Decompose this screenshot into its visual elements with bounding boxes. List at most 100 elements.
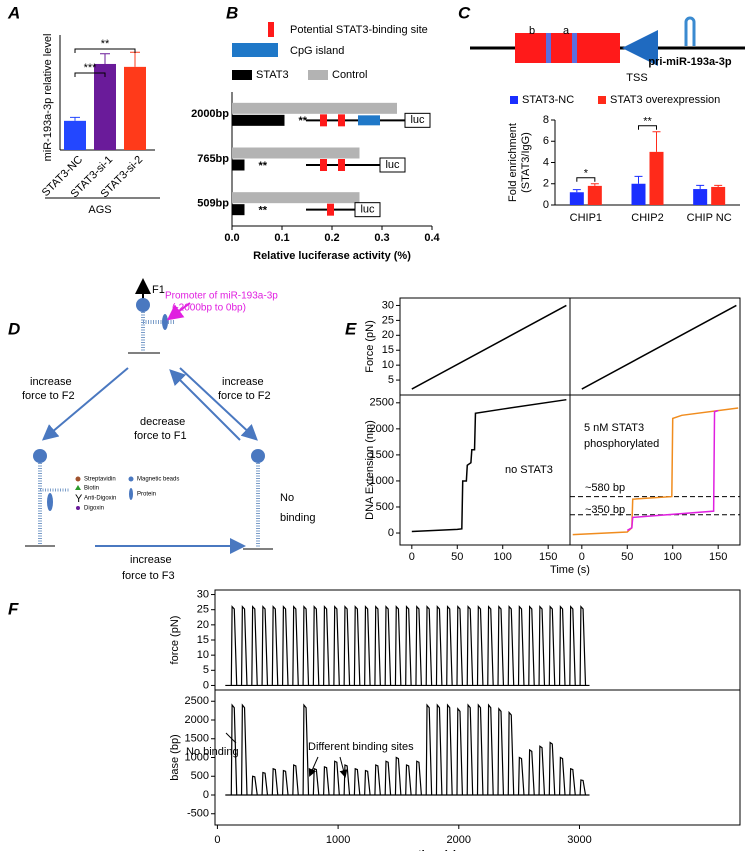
y-tick-label: 2	[543, 178, 549, 190]
error-bar	[652, 131, 661, 152]
pulse	[558, 756, 566, 796]
x-tick-label: 1000	[326, 834, 350, 846]
reporter-label: luc	[360, 204, 375, 216]
y-axis-label: Fold enrichment	[507, 123, 519, 202]
y-tick-label: 30	[197, 588, 209, 600]
pulse	[538, 745, 546, 796]
legend-label: Control	[332, 69, 367, 81]
annotation: 5 nM STAT3	[584, 422, 644, 434]
legend-label: STAT3-NC	[522, 94, 574, 106]
bar	[232, 204, 245, 216]
pulse	[261, 771, 269, 796]
bar	[64, 120, 86, 150]
arrow	[169, 369, 241, 441]
x-tick-label: 3000	[567, 834, 591, 846]
bar	[124, 66, 146, 150]
icon	[128, 476, 134, 482]
y-tick-label: 2500	[185, 695, 209, 707]
icon	[75, 476, 81, 482]
pulse	[312, 767, 320, 796]
y-tick-label: 2000	[185, 714, 209, 726]
annotation: ~350 bp	[585, 504, 625, 516]
x-tick-label: CHIP NC	[687, 212, 732, 224]
annotation: Different binding sites	[308, 741, 414, 753]
label: No	[280, 492, 294, 504]
binding-site	[338, 114, 345, 127]
binding-site	[327, 203, 334, 216]
diagram-label: a	[563, 25, 570, 37]
y-tick-label: 20	[382, 329, 394, 341]
x-axis-label: Time (s)	[550, 564, 590, 576]
diagram-d: F1 Promoter of miR-193a-3p (-2000bp to 0…	[22, 278, 315, 582]
bar	[649, 151, 664, 205]
x-tick-label: 150	[709, 551, 727, 563]
pulse	[538, 605, 546, 686]
pulse	[497, 707, 505, 796]
pointer	[339, 756, 348, 778]
reporter-label: luc	[385, 159, 400, 171]
label: force to F3	[122, 570, 175, 582]
bar	[711, 186, 726, 205]
pulse	[281, 605, 289, 686]
pulse	[517, 605, 525, 686]
x-tick-label: 50	[621, 551, 633, 563]
arrow	[179, 367, 258, 441]
pulse	[251, 775, 258, 796]
error-bar	[634, 175, 643, 184]
annotation: **	[643, 116, 652, 128]
pulse	[292, 764, 299, 796]
x-tick-label: 0.3	[374, 232, 389, 244]
legend-label: Digoxin	[84, 506, 104, 512]
label: increase	[130, 554, 172, 566]
x-tick-label: 0.2	[324, 232, 339, 244]
legend-swatch	[268, 22, 274, 37]
pulse	[466, 703, 474, 796]
data-line	[572, 407, 739, 536]
pulse	[517, 756, 525, 796]
x-tick-label: 0.4	[424, 232, 440, 244]
panel-label: D	[8, 319, 20, 338]
y-tick-label: 2000bp	[191, 108, 229, 120]
pulse	[343, 605, 351, 686]
y-tick-label: 1500	[370, 449, 394, 461]
y-axis-label: miR-193a-3p relative level	[42, 34, 54, 162]
pulse	[579, 779, 587, 796]
y-tick-label: 25	[197, 604, 209, 616]
annotation: No binding	[186, 746, 239, 758]
bead	[33, 449, 47, 463]
y-tick-label: 0	[543, 199, 549, 211]
y-tick-label: 4	[543, 156, 549, 168]
pointer	[225, 732, 237, 744]
legend-swatch	[232, 43, 278, 57]
x-tick-label: CHIP2	[631, 212, 663, 224]
pulse	[374, 764, 381, 796]
x-tick-label: 0.1	[274, 232, 289, 244]
legend-label: Biotin	[84, 486, 99, 492]
pulse	[415, 760, 422, 796]
binding-site	[338, 159, 345, 171]
pulse	[240, 703, 248, 796]
legend-label: STAT3 overexpression	[610, 94, 720, 106]
legend-swatch	[308, 70, 328, 80]
pulse	[569, 767, 576, 796]
pulse	[569, 605, 576, 686]
pulse	[487, 703, 494, 796]
panel-label: E	[345, 319, 357, 338]
legend-label: Anti-Digoxin	[84, 496, 116, 502]
label: decrease	[140, 416, 185, 428]
y-tick-label: 765bp	[197, 153, 229, 165]
x-axis-label: Relative luciferase activity (%)	[253, 250, 411, 262]
pulse	[302, 605, 310, 686]
x-tick-label: 50	[451, 551, 463, 563]
bar	[232, 102, 397, 114]
bar	[232, 114, 285, 126]
pulse	[364, 605, 371, 686]
x-tick-label: 2000	[447, 834, 471, 846]
icon: Y	[75, 493, 83, 505]
y-tick-label: 500	[191, 770, 209, 782]
y-axis-label: (STAT3/IgG)	[520, 132, 532, 193]
legend-label: Magnetic beads	[137, 477, 179, 483]
binding-site	[320, 159, 327, 171]
pulse	[435, 605, 443, 686]
pulse	[528, 605, 535, 686]
